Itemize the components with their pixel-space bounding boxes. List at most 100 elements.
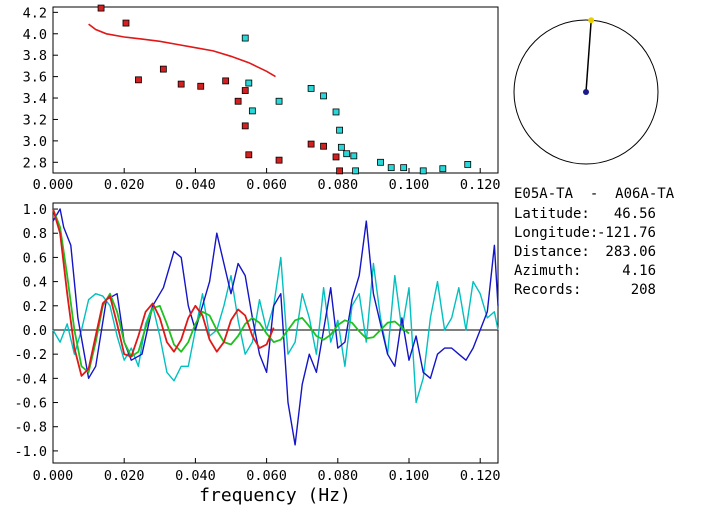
red-data-point xyxy=(122,19,130,27)
x-tick-label: 0.040 xyxy=(175,468,216,484)
y-tick-label: 2.8 xyxy=(23,155,47,171)
info-label: Latitude: xyxy=(514,206,590,222)
x-tick-label: 0.080 xyxy=(317,177,358,193)
station-pair: E05A-TA - A06A-TA xyxy=(514,186,675,202)
red-model-line xyxy=(52,208,275,377)
red-data-point xyxy=(320,142,327,150)
cyan-data-point xyxy=(464,161,472,168)
dispersion-chart: 2.8 3.0 3.2 3.4 3.6 3.8 4.0 4.2 0.000 0.020 0.040… xyxy=(23,4,501,193)
y-tick-label: 0.6 xyxy=(23,250,47,266)
cyan-data-point xyxy=(245,79,253,87)
y-tick-label: 3.0 xyxy=(23,134,47,150)
y-tick-label: 3.4 xyxy=(23,91,47,107)
y-tick-label: -0.4 xyxy=(14,371,47,387)
info-label: Longitude: xyxy=(514,225,598,241)
y-tick-label: 3.8 xyxy=(23,48,47,64)
red-data-point xyxy=(97,4,105,12)
x-tick-label: 0.000 xyxy=(33,468,74,484)
x-tick-label: 0.020 xyxy=(104,177,145,193)
dispersion-model-line xyxy=(88,23,276,78)
cyan-data-point xyxy=(241,34,249,42)
cyan-data-point xyxy=(400,164,408,172)
info-value: 208 xyxy=(631,282,656,298)
blue-coherence-line xyxy=(52,208,499,446)
coherence-series xyxy=(52,208,499,446)
station-info-panel: E05A-TA - A06A-TA Latitude: 46.56 Longitud… xyxy=(514,186,675,298)
cyan-data-point xyxy=(307,84,315,92)
red-data-point xyxy=(241,122,249,130)
y-tick-label: 3.2 xyxy=(23,112,47,128)
red-data-point xyxy=(234,97,242,105)
y-tick-label: -0.2 xyxy=(14,347,47,363)
cyan-data-point xyxy=(439,165,447,173)
x-tick-label: 0.100 xyxy=(389,468,430,484)
x-tick-label: 0.120 xyxy=(460,468,501,484)
x-axis-label: frequency (Hz) xyxy=(199,485,351,506)
compass-circle xyxy=(513,19,659,165)
info-label: Distance: xyxy=(514,244,590,260)
red-data-point xyxy=(241,87,249,94)
red-data-point xyxy=(307,140,315,148)
cyan-data-point xyxy=(337,143,345,151)
x-tick-label: 0.060 xyxy=(246,177,287,193)
cyan-data-point xyxy=(332,108,340,116)
red-data-point xyxy=(332,153,340,161)
cyan-data-point xyxy=(419,167,427,175)
info-value: 46.56 xyxy=(614,206,656,222)
coherence-x-axis: 0.000 0.020 0.040 0.060 0.080 0.100 0.120 xyxy=(33,458,501,484)
info-value: 283.06 xyxy=(605,244,656,260)
red-data-point xyxy=(336,167,343,175)
azimuth-tip-marker xyxy=(588,17,595,24)
y-tick-label: 0.2 xyxy=(23,299,47,315)
red-data-point xyxy=(159,65,167,73)
info-value: -121.76 xyxy=(597,225,656,241)
x-tick-label: 0.100 xyxy=(389,177,430,193)
cyan-data-point xyxy=(320,92,327,100)
dispersion-y-axis: 2.8 3.0 3.2 3.4 3.6 3.8 4.0 4.2 xyxy=(23,5,58,171)
x-tick-label: 0.060 xyxy=(246,468,287,484)
red-data-point xyxy=(135,76,142,84)
x-tick-label: 0.120 xyxy=(460,177,501,193)
info-label: Records: xyxy=(514,282,581,298)
red-data-point xyxy=(197,82,205,90)
coherence-chart: 1.0 0.8 0.6 0.4 0.2 0.0 -0.2 -0.4 -0.6 -0.8 -1.0 0… xyxy=(14,202,500,506)
y-tick-label: 4.2 xyxy=(23,5,47,21)
dispersion-plot-frame xyxy=(52,6,499,174)
info-label: Azimuth: xyxy=(514,263,581,279)
y-tick-label: 0.0 xyxy=(23,323,47,339)
cyan-data-point xyxy=(350,152,358,160)
x-tick-label: 0.020 xyxy=(104,468,145,484)
azimuth-compass xyxy=(513,17,659,165)
red-data-point xyxy=(245,151,253,159)
cyan-data-point xyxy=(352,167,360,175)
cyan-data-point xyxy=(336,126,343,134)
cyan-data-point xyxy=(275,97,283,105)
cyan-coherence-line xyxy=(52,256,499,404)
coherence-y-axis: 1.0 0.8 0.6 0.4 0.2 0.0 -0.2 -0.4 -0.6 -0.8 -1.0 xyxy=(14,202,58,460)
y-tick-label: 0.4 xyxy=(23,275,47,291)
x-tick-label: 0.040 xyxy=(175,177,216,193)
cyan-data-point xyxy=(387,164,395,172)
y-tick-label: 3.6 xyxy=(23,70,47,86)
red-data-point xyxy=(222,77,230,85)
red-data-point xyxy=(275,156,283,164)
cyan-data-point xyxy=(343,150,351,158)
cyan-data-point xyxy=(377,158,384,166)
dispersion-x-axis: 0.000 0.020 0.040 0.060 0.080 0.100 0.120 xyxy=(33,168,501,193)
cyan-data-point xyxy=(248,107,256,115)
y-tick-label: -0.8 xyxy=(14,420,47,436)
azimuth-needle xyxy=(585,20,592,93)
y-tick-label: 0.8 xyxy=(23,226,47,242)
x-tick-label: 0.000 xyxy=(33,177,74,193)
coherence-plot-frame xyxy=(52,202,499,464)
y-tick-label: -1.0 xyxy=(14,444,47,460)
info-value: 4.16 xyxy=(622,263,656,279)
y-tick-label: 1.0 xyxy=(23,202,47,218)
dispersion-series xyxy=(88,4,472,175)
compass-center-marker xyxy=(583,89,589,95)
y-tick-label: -0.6 xyxy=(14,396,47,412)
green-model-line xyxy=(52,208,410,374)
red-data-point xyxy=(177,80,185,88)
y-tick-label: 4.0 xyxy=(23,27,47,43)
